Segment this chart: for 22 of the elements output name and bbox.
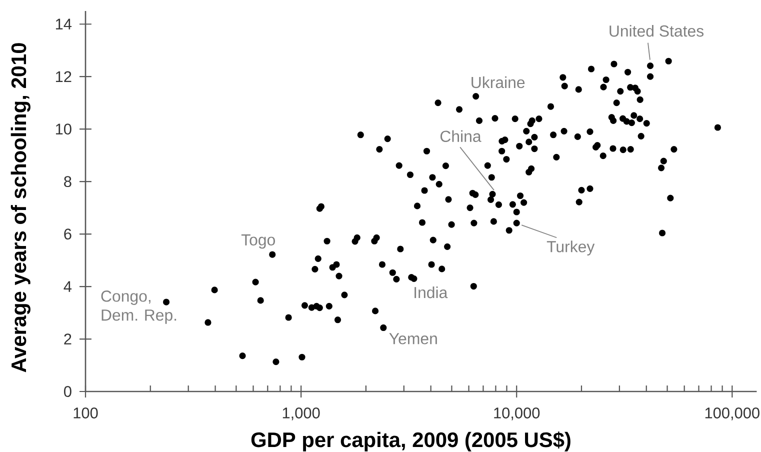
x-tick-label: 10,000 xyxy=(494,408,540,420)
annotation: China xyxy=(440,130,482,142)
y-tick-label: 8 xyxy=(64,176,72,188)
annotation: Turkey xyxy=(546,240,595,256)
y-tick-label: 10 xyxy=(56,124,72,135)
annotation: Togo xyxy=(241,234,275,249)
y-axis-title: Average years of schooling, 2010 xyxy=(10,43,30,372)
x-tick-label: 100,000 xyxy=(705,408,760,420)
y-tick-label: 2 xyxy=(64,334,72,344)
annotation: Ukraine xyxy=(472,76,525,88)
x-axis-title: GDP per capita, 2009 (2005 US$) xyxy=(251,431,570,452)
x-tick-label: 1,000 xyxy=(282,408,320,420)
y-tick-label: 12 xyxy=(56,71,72,82)
y-tick-label: 6 xyxy=(64,228,72,240)
annotation: Congo, Dem. Rep. xyxy=(101,290,176,324)
annotation: Yemen xyxy=(389,333,437,344)
y-tick-label: 0 xyxy=(64,386,72,397)
annotation: India xyxy=(414,286,448,298)
y-tick-label: 14 xyxy=(56,18,72,30)
y-tick-label: 4 xyxy=(64,281,72,292)
annotation: United States xyxy=(610,24,704,37)
x-tick-label: 100 xyxy=(74,408,98,418)
